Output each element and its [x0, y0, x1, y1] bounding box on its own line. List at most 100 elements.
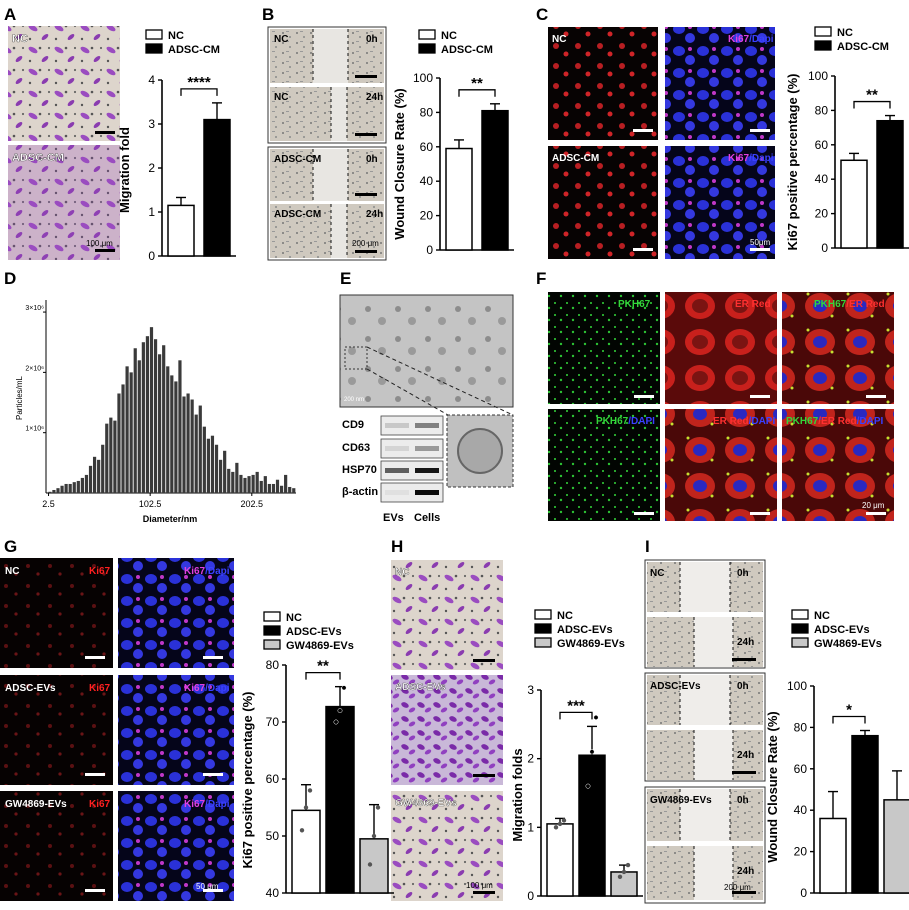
- panel-h-gw: [391, 791, 503, 901]
- legend-label: NC: [286, 612, 302, 624]
- histogram-bar: [109, 417, 113, 493]
- histogram-bar: [267, 483, 271, 493]
- panel-f-label-er: ER Red: [735, 299, 771, 310]
- data-point: [557, 821, 563, 827]
- panel-i-wound-gap: [680, 675, 730, 725]
- panel-g-nc-merge: [118, 558, 234, 668]
- panel-i-row-label: ADSC-EVs: [650, 681, 701, 692]
- panel-e-band-cells: [415, 468, 439, 473]
- legend-swatch: [263, 639, 281, 650]
- panel-g-scalebar: [85, 889, 105, 892]
- panel-g-ch-merge: Ki67/Dapi: [184, 683, 230, 694]
- histogram-bar: [88, 465, 93, 493]
- panel-a-label-nc: NC: [12, 33, 28, 45]
- histogram-bar: [198, 405, 202, 493]
- y-tick-label: 3×10⁶: [25, 305, 44, 312]
- significance-bracket: [832, 715, 866, 724]
- panel-e-band-cells: [415, 490, 439, 495]
- histogram-bar: [190, 399, 194, 493]
- panel-e-blot-strip: [380, 415, 444, 436]
- bar-nc: [445, 147, 473, 251]
- y-axis-label: Wound Closure Rate (%): [765, 711, 780, 862]
- data-point: [625, 862, 631, 868]
- panel-i-row-label: GW4869-EVs: [650, 795, 712, 806]
- legend-label: GW4869-EVs: [286, 640, 354, 652]
- y-tick-label: 20: [794, 845, 808, 859]
- panel-i-scale-label: 200 μm: [724, 883, 751, 892]
- panel-e-blot-label: β-actin: [342, 486, 378, 498]
- panel-b-scalebar: [355, 250, 377, 253]
- histogram-bar: [275, 479, 280, 493]
- data-point: [371, 833, 377, 839]
- panel-letter-e: E: [340, 269, 351, 288]
- panel-a-scale-label: 100 μm: [86, 239, 113, 248]
- y-tick-label: 4: [148, 73, 155, 87]
- panel-i-wound-gap: [680, 789, 730, 841]
- panel-g-row-label: NC: [5, 566, 19, 577]
- histogram-bar: [170, 375, 174, 493]
- panel-g-scalebar: [85, 656, 105, 659]
- legend-swatch: [263, 611, 281, 622]
- panel-i-row-label: NC: [650, 568, 664, 579]
- panel-i-scalebar: [732, 891, 756, 894]
- y-axis-label: Ki67 positive percentage (%): [240, 692, 255, 869]
- bar-nc: [291, 809, 321, 894]
- significance-marker: ****: [187, 74, 211, 91]
- panel-b-row-label: NC: [274, 92, 288, 103]
- histogram-bar: [284, 474, 288, 493]
- panel-b-row-label: NC: [274, 34, 288, 45]
- data-point: [303, 805, 309, 810]
- panel-i-images: NC 0h 24h ADSC-EVs 0h 24h GW4869-EVs 0h 24h 200 …: [644, 559, 766, 904]
- panel-g-row-label: ADSC-EVs: [5, 683, 56, 694]
- histogram-bar: [121, 384, 125, 493]
- significance-marker: ***: [567, 697, 585, 714]
- significance-bracket: [458, 89, 496, 97]
- histogram-bar: [105, 423, 109, 493]
- y-tick-label: 2: [527, 752, 534, 766]
- y-axis-label: Ki67 positive percentage (%): [785, 74, 800, 251]
- panel-c-nc-merge: [665, 27, 775, 140]
- panel-f-er-red: [665, 292, 777, 404]
- y-tick-label: 2×10⁶: [25, 365, 44, 372]
- panel-b-wound-gap: [313, 149, 348, 201]
- panel-b-scalebar: [355, 133, 377, 136]
- significance-marker: *: [846, 702, 852, 719]
- panel-g-scalebar: [85, 773, 105, 776]
- panel-b-scratch-image: [270, 87, 384, 141]
- panel-a-scalebar-top: [95, 131, 115, 134]
- y-tick-label: 50: [266, 829, 280, 843]
- significance-bracket: [305, 672, 341, 680]
- histogram-bar: [153, 339, 158, 493]
- y-tick-label: 0: [821, 241, 828, 255]
- y-tick-label: 20: [815, 207, 829, 221]
- data-point: [341, 685, 347, 691]
- histogram-bar: [158, 354, 162, 493]
- histogram-bar: [72, 482, 76, 493]
- y-tick-label: 40: [420, 174, 434, 188]
- panel-g-images: NC Ki67 Ki67/Dapi ADSC-EVs Ki67 Ki67/Dapi GW48…: [0, 558, 234, 901]
- bar-adsc-cm: [481, 109, 509, 251]
- panel-e-blot-label: CD63: [342, 442, 370, 454]
- histogram-bar: [162, 345, 166, 493]
- histogram-bar: [239, 474, 243, 493]
- legend-swatch: [814, 26, 832, 37]
- panel-g-scalebar: [203, 889, 223, 892]
- panel-g-scalebar: [203, 773, 223, 776]
- panel-letters: A B C D E F G H I: [4, 5, 650, 556]
- panel-f-scale-label: 20 μm: [862, 501, 885, 510]
- panel-letter-c: C: [536, 5, 548, 24]
- panel-b-row-label: ADSC-CM: [274, 209, 321, 220]
- panel-f-merge-dapi: [782, 409, 894, 521]
- panel-g-ch-merge: Ki67/Dapi: [184, 799, 230, 810]
- panel-f-merge: [782, 292, 894, 404]
- panel-c-scale-label: 50μm: [750, 238, 771, 247]
- panel-c-label-nc: NC: [552, 34, 566, 45]
- legend-swatch: [263, 625, 281, 636]
- histogram-bar: [92, 456, 97, 493]
- y-tick-label: 40: [815, 172, 829, 186]
- histogram-bar: [174, 381, 178, 493]
- legend-label: ADSC-CM: [168, 44, 220, 56]
- panel-f-label-merge-dapi: PKH67/ER Red/DAPI: [786, 416, 883, 427]
- panel-i-wound-gap: [694, 730, 733, 780]
- panel-b-scale-label: 200 μm: [352, 239, 379, 248]
